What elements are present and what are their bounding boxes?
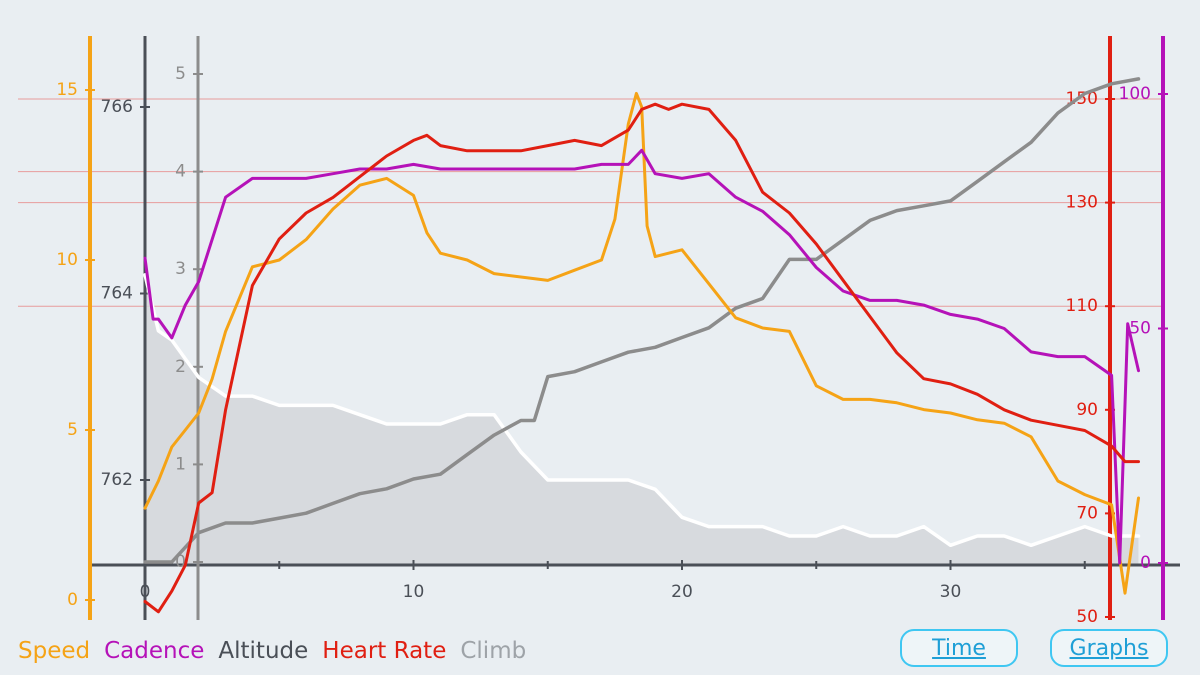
graphs-button[interactable]: Graphs	[1050, 629, 1168, 667]
x-tick-label-20: 20	[671, 582, 693, 602]
speed-tick-label-15: 15	[56, 80, 78, 100]
cadence-tick-label-0: 0	[1140, 553, 1151, 573]
legend-climb: Climb	[460, 638, 527, 664]
heart_rate-tick-label-70: 70	[1076, 503, 1098, 523]
speed-tick-label-0: 0	[67, 590, 78, 610]
legend: Speed Cadence Altitude Heart Rate Climb	[18, 638, 526, 664]
climb-tick-label-0: 0	[175, 552, 186, 572]
altitude_m-tick-label-762: 762	[101, 470, 133, 490]
x-tick-label-10: 10	[403, 582, 425, 602]
time-button[interactable]: Time	[900, 629, 1018, 667]
series-speed	[143, 91, 1140, 595]
speed-tick-label-5: 5	[67, 420, 78, 440]
legend-altitude: Altitude	[218, 638, 309, 664]
climb-tick-label-3: 3	[175, 259, 186, 279]
legend-cadence: Cadence	[104, 638, 205, 664]
series-cadence	[143, 148, 1140, 565]
speed-tick-label-10: 10	[56, 250, 78, 270]
heart_rate-tick-label-110: 110	[1066, 296, 1098, 316]
multi-series-chart: 0 10 20 30 0 5 10 15 762 764 766 0 1 2 3 4 5 50 70 90 110 130…	[18, 36, 1180, 625]
heart_rate-tick-label-50: 50	[1076, 607, 1098, 625]
climb-tick-label-4: 4	[175, 162, 186, 182]
series-altitude	[143, 273, 1141, 548]
climb-tick-label-5: 5	[175, 64, 186, 84]
heart_rate-tick-label-130: 130	[1066, 193, 1098, 213]
altitude-area	[145, 274, 1139, 565]
heart_rate-tick-label-90: 90	[1076, 400, 1098, 420]
altitude_m-tick-label-764: 764	[101, 284, 133, 304]
altitude_m-tick-label-766: 766	[101, 97, 133, 117]
heart_rate-tick-label-150: 150	[1066, 89, 1098, 109]
legend-speed: Speed	[18, 638, 91, 664]
climb-tick-label-2: 2	[175, 357, 186, 377]
series-heart-rate	[143, 102, 1140, 614]
cadence-tick-label-50: 50	[1129, 319, 1151, 339]
climb-tick-label-1: 1	[175, 454, 186, 474]
cadence-tick-label-100: 100	[1119, 84, 1151, 104]
legend-heart-rate: Heart Rate	[322, 638, 447, 664]
x-tick-label-30: 30	[940, 582, 962, 602]
series-climb	[143, 77, 1141, 564]
